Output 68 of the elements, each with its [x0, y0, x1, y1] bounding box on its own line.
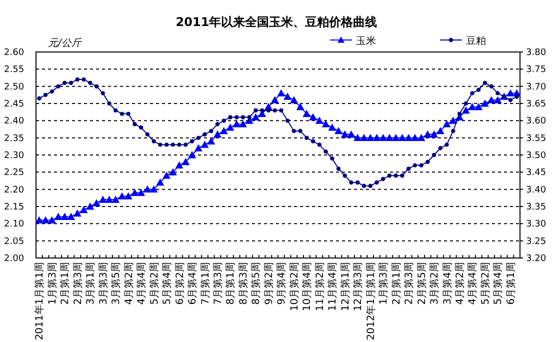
x-tick-label: 4月第2周	[454, 262, 466, 305]
y2-tick-label: 3.20	[526, 254, 546, 264]
legend-label: 豆粕	[466, 36, 486, 47]
y2-tick-label: 3.75	[526, 65, 546, 76]
y2-tick-label: 3.30	[526, 220, 546, 230]
x-tick-label: 2月第5周	[416, 262, 428, 305]
x-tick-label: 7月第1周	[199, 262, 212, 305]
x-tick-label: 9月第4周	[276, 262, 288, 305]
y2-tick-label: 3.80	[526, 48, 546, 58]
x-tick-label: 6月第4周	[186, 262, 199, 305]
x-tick-label: 12月第1周	[339, 262, 352, 312]
y-tick-label: 2.60	[4, 48, 24, 58]
y2-tick-label: 3.35	[526, 202, 546, 212]
y-tick-label: 2.30	[4, 151, 24, 161]
x-tick-label: 8月第1周	[224, 262, 237, 305]
x-tick-label: 3月第2周	[428, 262, 441, 305]
x-tick-label: 2011年1月第1周	[34, 262, 46, 340]
x-tick-label: 2月第3周	[403, 262, 416, 305]
x-tick-label: 4月第2周	[122, 262, 135, 305]
x-tick-label: 5月第4周	[161, 262, 174, 305]
x-tick-label: 11月第4周	[326, 262, 339, 312]
x-tick-label: 4月第4周	[136, 262, 148, 305]
x-tick-label: 2月第1周	[390, 262, 402, 305]
y-tick-label: 2.20	[4, 185, 24, 196]
x-tick-label: 1月第3周	[46, 262, 58, 305]
y2-tick-label: 3.55	[526, 134, 546, 144]
x-tick-label: 11月第2周	[314, 262, 326, 312]
x-tick-label: 3月第3周	[97, 262, 110, 305]
y2-tick-label: 3.60	[526, 116, 546, 127]
x-tick-label: 6月第1周	[504, 262, 517, 305]
x-tick-label: 4月第4周	[466, 262, 479, 305]
y-tick-label: 2.55	[4, 65, 24, 76]
y2-tick-label: 3.40	[526, 185, 546, 196]
y2-tick-label: 3.45	[526, 168, 546, 178]
legend-label: 玉米	[356, 35, 376, 47]
x-tick-label: 5月第2周	[148, 262, 160, 305]
x-tick-label: 2月第1周	[59, 262, 72, 305]
x-tick-label: 7月第3周	[212, 262, 224, 305]
chart-title: 2011年以来全国玉米、豆粕价格曲线	[176, 15, 378, 29]
x-tick-label: 8月第3周	[237, 262, 250, 305]
y-tick-label: 2.25	[4, 168, 24, 178]
x-tick-label: 3月第5周	[110, 262, 122, 305]
x-tick-label: 5月第4周	[492, 262, 504, 305]
y-axis-title: 元/公斤	[48, 37, 82, 49]
x-tick-label: 10月第4周	[301, 262, 314, 312]
x-tick-label: 8月第5周	[250, 262, 262, 305]
y-tick-label: 2.40	[4, 116, 24, 127]
y-tick-label: 2.45	[4, 100, 24, 110]
x-tick-label: 2012年1月第1周	[364, 262, 377, 340]
y2-tick-label: 3.65	[526, 100, 546, 110]
y-tick-label: 2.00	[4, 254, 24, 264]
x-tick-label: 9月第2周	[262, 262, 275, 305]
x-tick-label: 12月第3周	[352, 262, 364, 312]
y2-tick-label: 3.50	[526, 151, 546, 161]
x-tick-label: 1月第3周	[378, 262, 390, 305]
y-tick-label: 2.10	[4, 220, 24, 230]
y-tick-label: 2.15	[4, 202, 24, 212]
y2-tick-label: 3.70	[526, 82, 546, 92]
y2-tick-label: 3.25	[526, 236, 546, 247]
x-tick-label: 3月第4周	[441, 262, 454, 305]
y-tick-label: 2.05	[4, 236, 24, 247]
x-tick-label: 5月第2周	[479, 262, 492, 305]
x-tick-label: 3月第1周	[84, 262, 97, 305]
y-tick-label: 2.50	[4, 82, 24, 92]
x-tick-label: 6月第2周	[174, 262, 186, 305]
y-tick-label: 2.35	[4, 134, 24, 144]
x-tick-label: 10月第2周	[288, 262, 300, 312]
x-tick-label: 2月第3周	[72, 262, 84, 305]
